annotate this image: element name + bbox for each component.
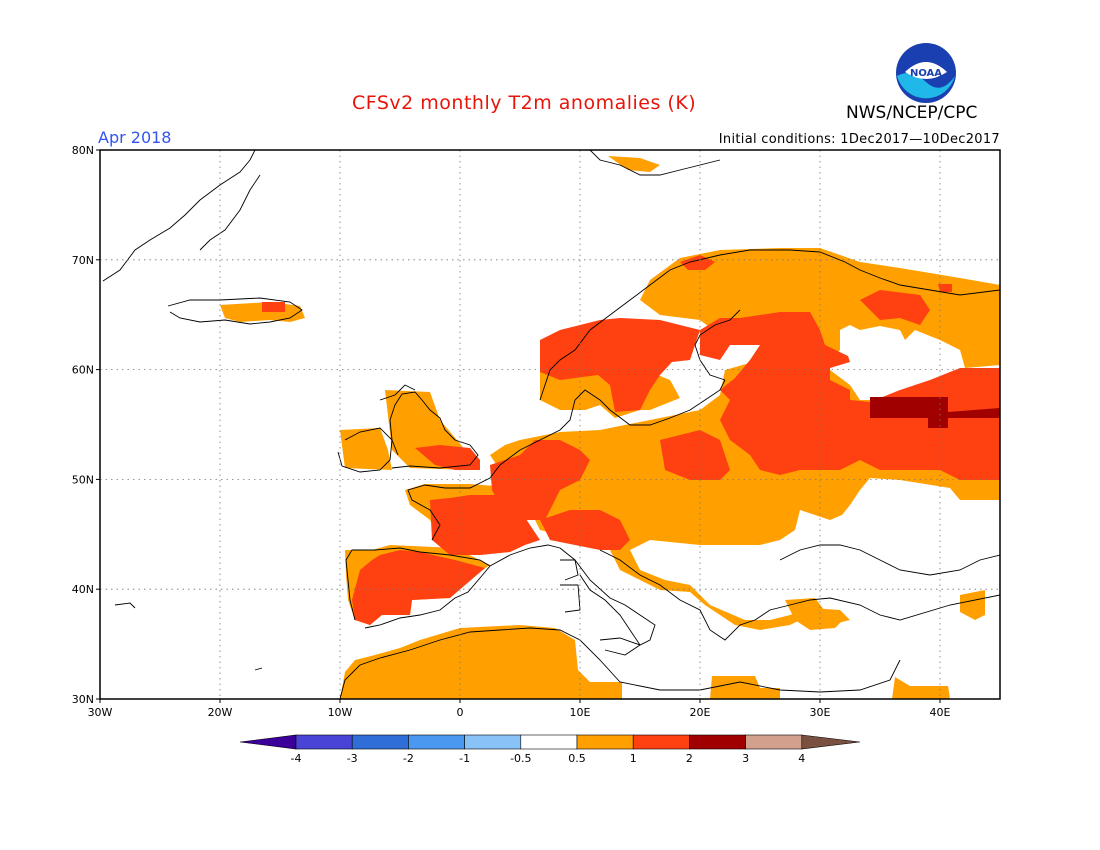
coast-bothnia	[694, 309, 741, 381]
colorbar-swatch	[351, 734, 409, 750]
colorbar-tick-label: 4	[798, 752, 805, 765]
month-label: Apr 2018	[98, 128, 172, 147]
lon-labels: 30W 20W 10W 0 10E 20E 30E 40E	[88, 706, 951, 719]
logo-text: NOAA	[910, 68, 942, 79]
gridlines	[100, 150, 1000, 699]
lon-label: 30W	[88, 706, 113, 719]
coast-greenland	[102, 150, 256, 282]
anomaly-area-poland	[660, 430, 730, 480]
lon-label: 20W	[208, 706, 233, 719]
colorbar-swatch	[576, 734, 634, 750]
lat-label: 30N	[72, 693, 94, 706]
coast-france-med	[489, 544, 561, 567]
org-label: NWS/NCEP/CPC	[846, 103, 978, 123]
coast-azores	[114, 602, 136, 609]
anomaly-area-libya	[710, 676, 780, 699]
coast-france-atlantic	[407, 449, 521, 541]
anomaly-area-ireland	[340, 428, 392, 470]
noaa-logo: NOAA	[896, 43, 956, 103]
anomaly-area-russia-max	[870, 397, 1000, 428]
axis-ticks	[96, 149, 941, 703]
coast-kola	[819, 251, 1000, 296]
lon-label: 10E	[570, 706, 591, 719]
anomaly-area-north-russia	[860, 290, 930, 325]
anomaly-area-england	[415, 445, 480, 470]
colorbar-tick-label: -4	[291, 752, 302, 765]
anomaly-area-iceland-core	[262, 302, 285, 312]
colorbar-arrow-left	[239, 734, 297, 750]
map-frame	[99, 149, 1001, 700]
anomaly-area-benelux	[490, 440, 590, 520]
anomaly-area-north-africa	[340, 625, 622, 699]
initial-conditions-label: Initial conditions: 1Dec2017—10Dec2017	[718, 132, 1000, 147]
anomaly-area-scandinavia	[540, 318, 700, 412]
lat-label: 60N	[72, 364, 94, 377]
coast-sardinia	[560, 584, 581, 613]
colorbar-swatch	[464, 734, 522, 750]
anomaly-area-kola	[938, 284, 952, 292]
colorbar-swatch	[689, 734, 746, 750]
colorbar-swatch	[295, 734, 353, 750]
colorbar-swatch	[408, 734, 465, 750]
colorbar-swatch	[520, 734, 578, 750]
lon-label: 0	[457, 706, 464, 719]
coast-scotland-isles	[379, 384, 416, 401]
lat-label: 80N	[72, 144, 94, 157]
coast-balkans	[599, 549, 756, 641]
chart-title: CFSv2 monthly T2m anomalies (K)	[352, 92, 697, 114]
anomaly-area-norway-north	[680, 255, 715, 270]
coast-anatolia	[754, 594, 1000, 621]
anomaly-area-caucasus	[960, 590, 985, 620]
lat-label: 50N	[72, 473, 94, 486]
colorbar-tick-label: -1	[459, 752, 470, 765]
lon-label: 20E	[690, 706, 711, 719]
colorbar-swatch	[632, 734, 690, 750]
lon-label: 30E	[810, 706, 831, 719]
coast-madeira	[254, 667, 263, 671]
lon-label: 10W	[328, 706, 353, 719]
anomaly-area-svalbard	[608, 156, 660, 172]
colorbar-tick-label: 0.5	[568, 752, 586, 765]
coast-black-sea	[779, 544, 1000, 576]
coast-britain	[389, 391, 479, 469]
anomaly-area-iberia	[352, 550, 485, 625]
anomaly-area-alps	[540, 510, 630, 550]
coast-italy	[559, 547, 656, 646]
coast-greenland-inner	[199, 174, 261, 251]
colorbar-swatch	[745, 734, 803, 750]
anomaly-area-russia	[700, 312, 1000, 480]
coast-iberia	[345, 547, 491, 629]
lat-labels: 80N 70N 60N 50N 40N 30N	[72, 144, 94, 706]
lat-label: 70N	[72, 254, 94, 267]
coast-norway	[539, 249, 821, 401]
coast-svalbard	[589, 150, 721, 176]
colorbar-tick-label: 2	[686, 752, 693, 765]
colorbar-tick-label: 1	[630, 752, 637, 765]
colorbar-tick-label: -3	[347, 752, 358, 765]
coast-sicily	[599, 637, 642, 656]
coast-corsica	[560, 559, 579, 581]
anomaly-area-levant	[892, 677, 950, 699]
colorbar-arrow-right	[801, 734, 861, 750]
lon-label: 40E	[930, 706, 951, 719]
anomaly-fill-layer	[220, 156, 1000, 699]
lat-label: 40N	[72, 583, 94, 596]
colorbar-tick-label: -2	[403, 752, 414, 765]
colorbar-tick-label: 3	[742, 752, 749, 765]
colorbar-tick-label: -0.5	[510, 752, 531, 765]
anomaly-area-anatolia	[785, 598, 845, 630]
colorbar-legend: -4 -3 -2 -1 -0.5 0.5 1 2 3 4	[239, 734, 861, 765]
coast-ireland	[337, 427, 393, 473]
